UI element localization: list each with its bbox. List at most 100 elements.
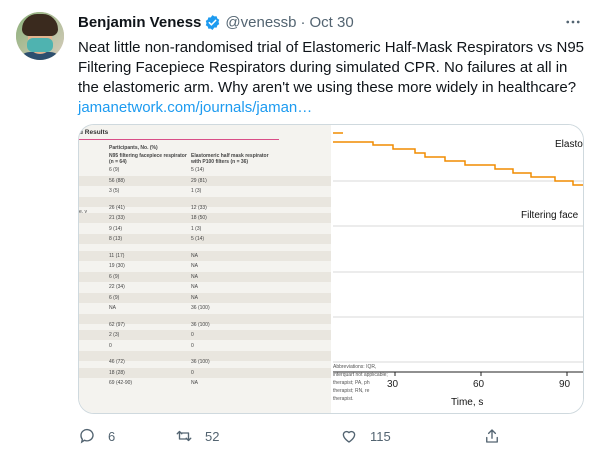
table-cell-n95: 62 (97) <box>109 321 125 328</box>
table-cell-n95: 26 (41) <box>109 204 125 211</box>
table-row-label: e, y <box>79 209 88 215</box>
table-row: 6 (9) NA <box>79 292 333 303</box>
table-row: 19 (30) NA <box>79 261 333 271</box>
table-row: NA 36 (100) <box>79 303 333 313</box>
table-cell-n95: 2 (3) <box>109 332 120 338</box>
table-row <box>79 313 333 324</box>
avatar-shirt <box>18 52 62 60</box>
table-row: 9 (14) 1 (3) <box>79 224 333 234</box>
table-row: 6 (9) 5 (14) <box>79 165 333 175</box>
table-cell-elastomeric: 1 (3) <box>191 188 202 194</box>
table-cell-n95: NA <box>109 305 116 311</box>
table-cell-n95: 6 (9) <box>109 294 120 301</box>
table-cell-elastomeric: 12 (33) <box>191 204 207 211</box>
author-name[interactable]: Benjamin Veness <box>78 13 202 31</box>
table-col1-header: N95 filtering facepiece respirator (n = … <box>109 153 187 165</box>
chart-abbreviations: Abbreviations: IQR, interquart not appli… <box>333 364 388 402</box>
media-divider <box>331 125 333 413</box>
media-attachment[interactable]: d Results Participants, No. (%) N95 filt… <box>78 124 584 414</box>
table-cell-n95: 11 (17) <box>109 252 125 259</box>
media-image-chart[interactable]: Elasto Filtering face Abbreviations: IQR… <box>333 125 583 413</box>
table-cell-n95: 22 (34) <box>109 284 125 290</box>
tweet-timestamp[interactable]: Oct 30 <box>309 13 354 31</box>
media-image-table[interactable]: d Results Participants, No. (%) N95 filt… <box>79 125 333 413</box>
avatar[interactable] <box>16 12 64 60</box>
tweet-actions: 6 52 115 <box>78 425 584 447</box>
avatar-mask <box>27 38 53 52</box>
table-row: 6 (9) NA <box>79 271 333 282</box>
table-cell-elastomeric: NA <box>191 263 198 269</box>
reply-count: 6 <box>108 428 116 444</box>
table-cell-n95: 6 (9) <box>109 273 120 280</box>
table-cell-elastomeric: 36 (100) <box>191 321 210 328</box>
avatar-hair <box>22 14 58 36</box>
table-row: 46 (72) 36 (100) <box>79 357 333 367</box>
table-row: 26 (41) 12 (33) <box>79 203 333 213</box>
x-tick-label-60: 60 <box>473 379 485 390</box>
tweet-link[interactable]: jamanetwork.com/journals/jaman… <box>78 99 313 116</box>
table-cell-n95: 69 (42-90) <box>109 380 133 386</box>
table-cell-n95: 19 (30) <box>109 263 125 269</box>
reply-icon <box>80 428 94 444</box>
table-row: 21 (33) 18 (50) <box>79 213 333 223</box>
table-group-header: Participants, No. (%) <box>109 145 158 151</box>
table-row: 11 (17) NA <box>79 250 333 261</box>
table-cell-elastomeric: 5 (14) <box>191 236 205 242</box>
table-row: 18 (28) 0 <box>79 367 333 378</box>
x-tick-label-90: 90 <box>559 379 571 390</box>
table-cell-elastomeric: NA <box>191 284 198 290</box>
table-cell-n95: 0 <box>109 342 112 349</box>
table-cell-elastomeric: NA <box>191 273 198 280</box>
survival-curve-chart <box>333 132 583 376</box>
verified-badge-icon <box>206 14 220 30</box>
x-axis-label: Time, s <box>451 397 484 408</box>
table-cell-elastomeric: NA <box>191 380 198 386</box>
tweet-text: Neat little non-randomised trial of Elas… <box>78 38 584 118</box>
table-cell-n95: 21 (33) <box>109 215 125 221</box>
share-button[interactable] <box>483 425 501 447</box>
table-row <box>79 196 333 207</box>
table-cell-n95: 46 (72) <box>109 359 125 365</box>
tweet-body: Neat little non-randomised trial of Elas… <box>78 39 585 96</box>
like-count: 115 <box>370 428 391 444</box>
table-cell-elastomeric: 36 (100) <box>191 305 210 311</box>
chart-label-elastomeric: Elasto <box>555 139 583 150</box>
like-button[interactable]: 115 <box>340 425 391 447</box>
filtering-curve <box>333 141 583 186</box>
table-cell-n95: 9 (14) <box>109 225 123 232</box>
retweet-button[interactable]: 52 <box>175 425 219 447</box>
table-row: 62 (97) 36 (100) <box>79 320 333 330</box>
table-cell-elastomeric: NA <box>191 252 198 259</box>
table-row: 69 (42-90) NA <box>79 378 333 388</box>
table-cell-elastomeric: 1 (3) <box>191 225 202 232</box>
table-row: 2 (3) 0 <box>79 330 333 340</box>
table-cell-elastomeric: 18 (50) <box>191 215 207 221</box>
reply-button[interactable]: 6 <box>78 425 115 447</box>
table-cell-elastomeric: 0 <box>191 342 194 349</box>
table-cell-elastomeric: NA <box>191 294 198 301</box>
table-cell-elastomeric: 0 <box>191 332 194 338</box>
table-row: 56 (88) 29 (81) <box>79 175 333 186</box>
table-cell-n95: 18 (28) <box>109 369 125 376</box>
retweet-count: 52 <box>205 428 220 444</box>
table-row: 8 (13) 5 (14) <box>79 234 333 244</box>
table-cell-elastomeric: 0 <box>191 369 194 376</box>
table-cell-n95: 6 (9) <box>109 167 120 173</box>
gridlines <box>333 180 583 363</box>
table-title: d Results <box>79 129 109 136</box>
author-handle[interactable]: @venessb <box>225 13 297 31</box>
more-horizontal-icon <box>566 20 580 24</box>
table-cell-n95: 3 (5) <box>109 188 120 194</box>
more-options-button[interactable] <box>561 12 585 32</box>
table-header-rule <box>79 139 279 140</box>
table-col2-header: Elastomeric half mask respirator with P1… <box>191 153 269 165</box>
table-cell-elastomeric: 36 (100) <box>191 359 210 365</box>
x-tick-label-30: 30 <box>387 379 399 390</box>
share-icon <box>486 429 498 443</box>
separator-dot: · <box>300 13 306 31</box>
chart-label-filtering: Filtering face <box>521 210 579 221</box>
table-cell-elastomeric: 5 (14) <box>191 167 205 173</box>
table-cell-elastomeric: 29 (81) <box>191 177 207 184</box>
